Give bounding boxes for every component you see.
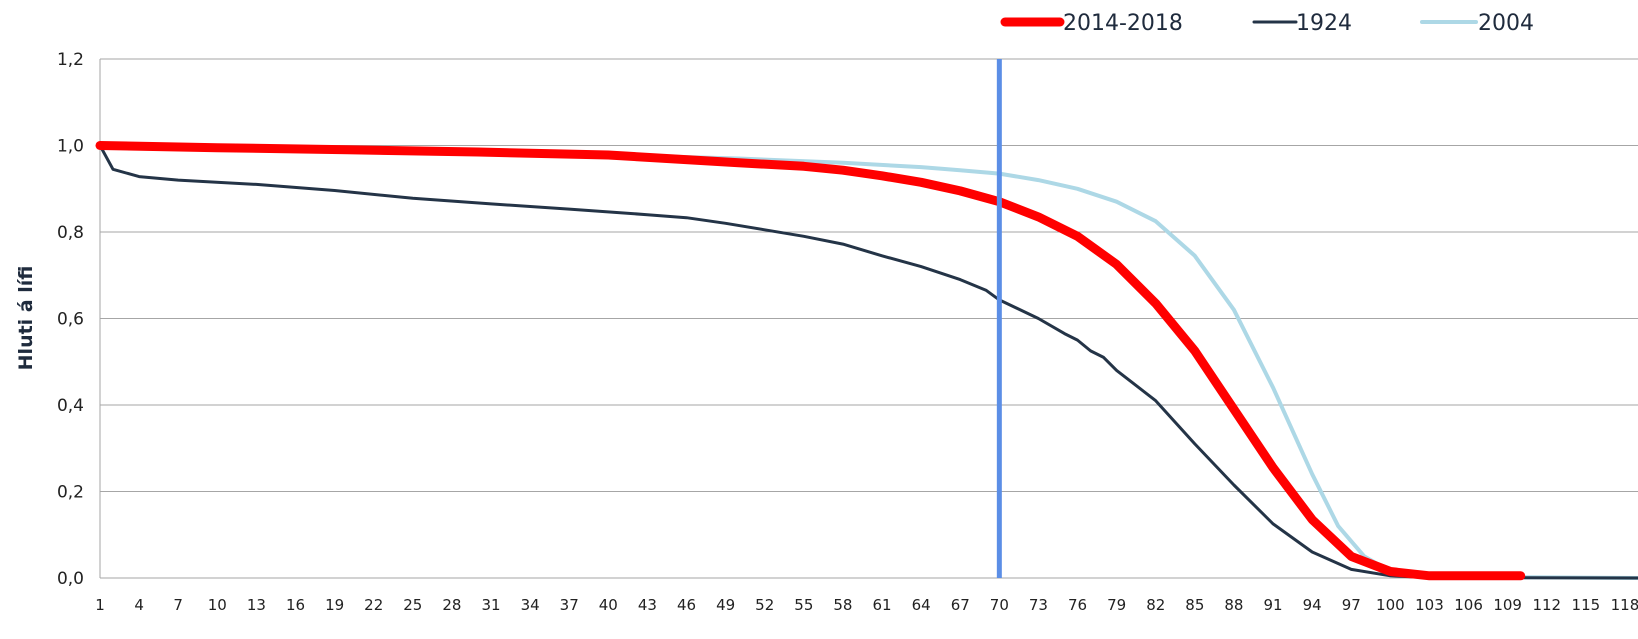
x-tick-label: 88: [1224, 596, 1243, 614]
x-tick-label: 25: [403, 596, 422, 614]
x-tick-label: 46: [677, 596, 696, 614]
x-tick-label: 1: [95, 596, 105, 614]
x-tick-label: 106: [1454, 596, 1483, 614]
x-tick-label: 91: [1264, 596, 1283, 614]
x-tick-label: 31: [481, 596, 500, 614]
x-tick-label: 73: [1029, 596, 1048, 614]
x-tick-label: 10: [208, 596, 227, 614]
y-tick-label: 1,0: [57, 137, 84, 157]
y-axis-title: Hluti á lífi: [15, 266, 37, 371]
y-axis-ticks: 0,0 0,2 0,4 0,6 0,8 1,0 1,2: [57, 50, 84, 589]
x-axis-ticks: 1 4 7 10 13 16 19 22 25 28 31 34 37 40 43 46 49 52 55 58 61 6…: [95, 596, 1638, 614]
x-tick-label: 40: [599, 596, 618, 614]
x-tick-label: 67: [951, 596, 970, 614]
x-tick-label: 7: [173, 596, 183, 614]
x-tick-label: 61: [872, 596, 891, 614]
y-tick-label: 0,4: [57, 396, 84, 416]
x-tick-label: 115: [1572, 596, 1601, 614]
x-tick-label: 112: [1532, 596, 1561, 614]
x-tick-label: 100: [1376, 596, 1405, 614]
series-line-2014-2018: [95, 141, 1526, 581]
x-tick-label: 118: [1611, 596, 1638, 614]
x-tick-label: 82: [1146, 596, 1165, 614]
x-tick-label: 49: [716, 596, 735, 614]
x-tick-label: 13: [247, 596, 266, 614]
series-lines: [95, 141, 1638, 581]
x-tick-label: 22: [364, 596, 383, 614]
legend-label: 2014-2018: [1063, 11, 1183, 36]
x-tick-label: 79: [1107, 596, 1126, 614]
x-tick-label: 64: [912, 596, 931, 614]
x-tick-label: 37: [560, 596, 579, 614]
y-tick-label: 0,8: [57, 223, 84, 243]
y-tick-label: 1,2: [57, 50, 84, 70]
y-tick-label: 0,0: [57, 569, 84, 589]
y-tick-label: 0,6: [57, 310, 84, 330]
x-tick-label: 34: [521, 596, 540, 614]
x-tick-label: 76: [1068, 596, 1087, 614]
x-tick-label: 43: [638, 596, 657, 614]
series-line-2004: [98, 143, 1638, 580]
legend: 2014-2018 1924 2004: [1000, 11, 1534, 36]
x-tick-label: 70: [990, 596, 1009, 614]
gridlines: [99, 58, 1638, 579]
series-line-1924: [98, 144, 1638, 580]
x-tick-label: 103: [1415, 596, 1444, 614]
x-tick-label: 58: [833, 596, 852, 614]
legend-label: 2004: [1478, 11, 1534, 36]
x-tick-label: 16: [286, 596, 305, 614]
x-tick-label: 55: [794, 596, 813, 614]
legend-label: 1924: [1296, 11, 1352, 36]
x-tick-label: 4: [134, 596, 144, 614]
x-tick-label: 109: [1493, 596, 1522, 614]
x-tick-label: 28: [442, 596, 461, 614]
x-tick-label: 52: [755, 596, 774, 614]
x-tick-label: 85: [1185, 596, 1204, 614]
y-tick-label: 0,2: [57, 483, 84, 503]
x-tick-label: 97: [1342, 596, 1361, 614]
x-tick-label: 19: [325, 596, 344, 614]
x-tick-label: 94: [1303, 596, 1322, 614]
